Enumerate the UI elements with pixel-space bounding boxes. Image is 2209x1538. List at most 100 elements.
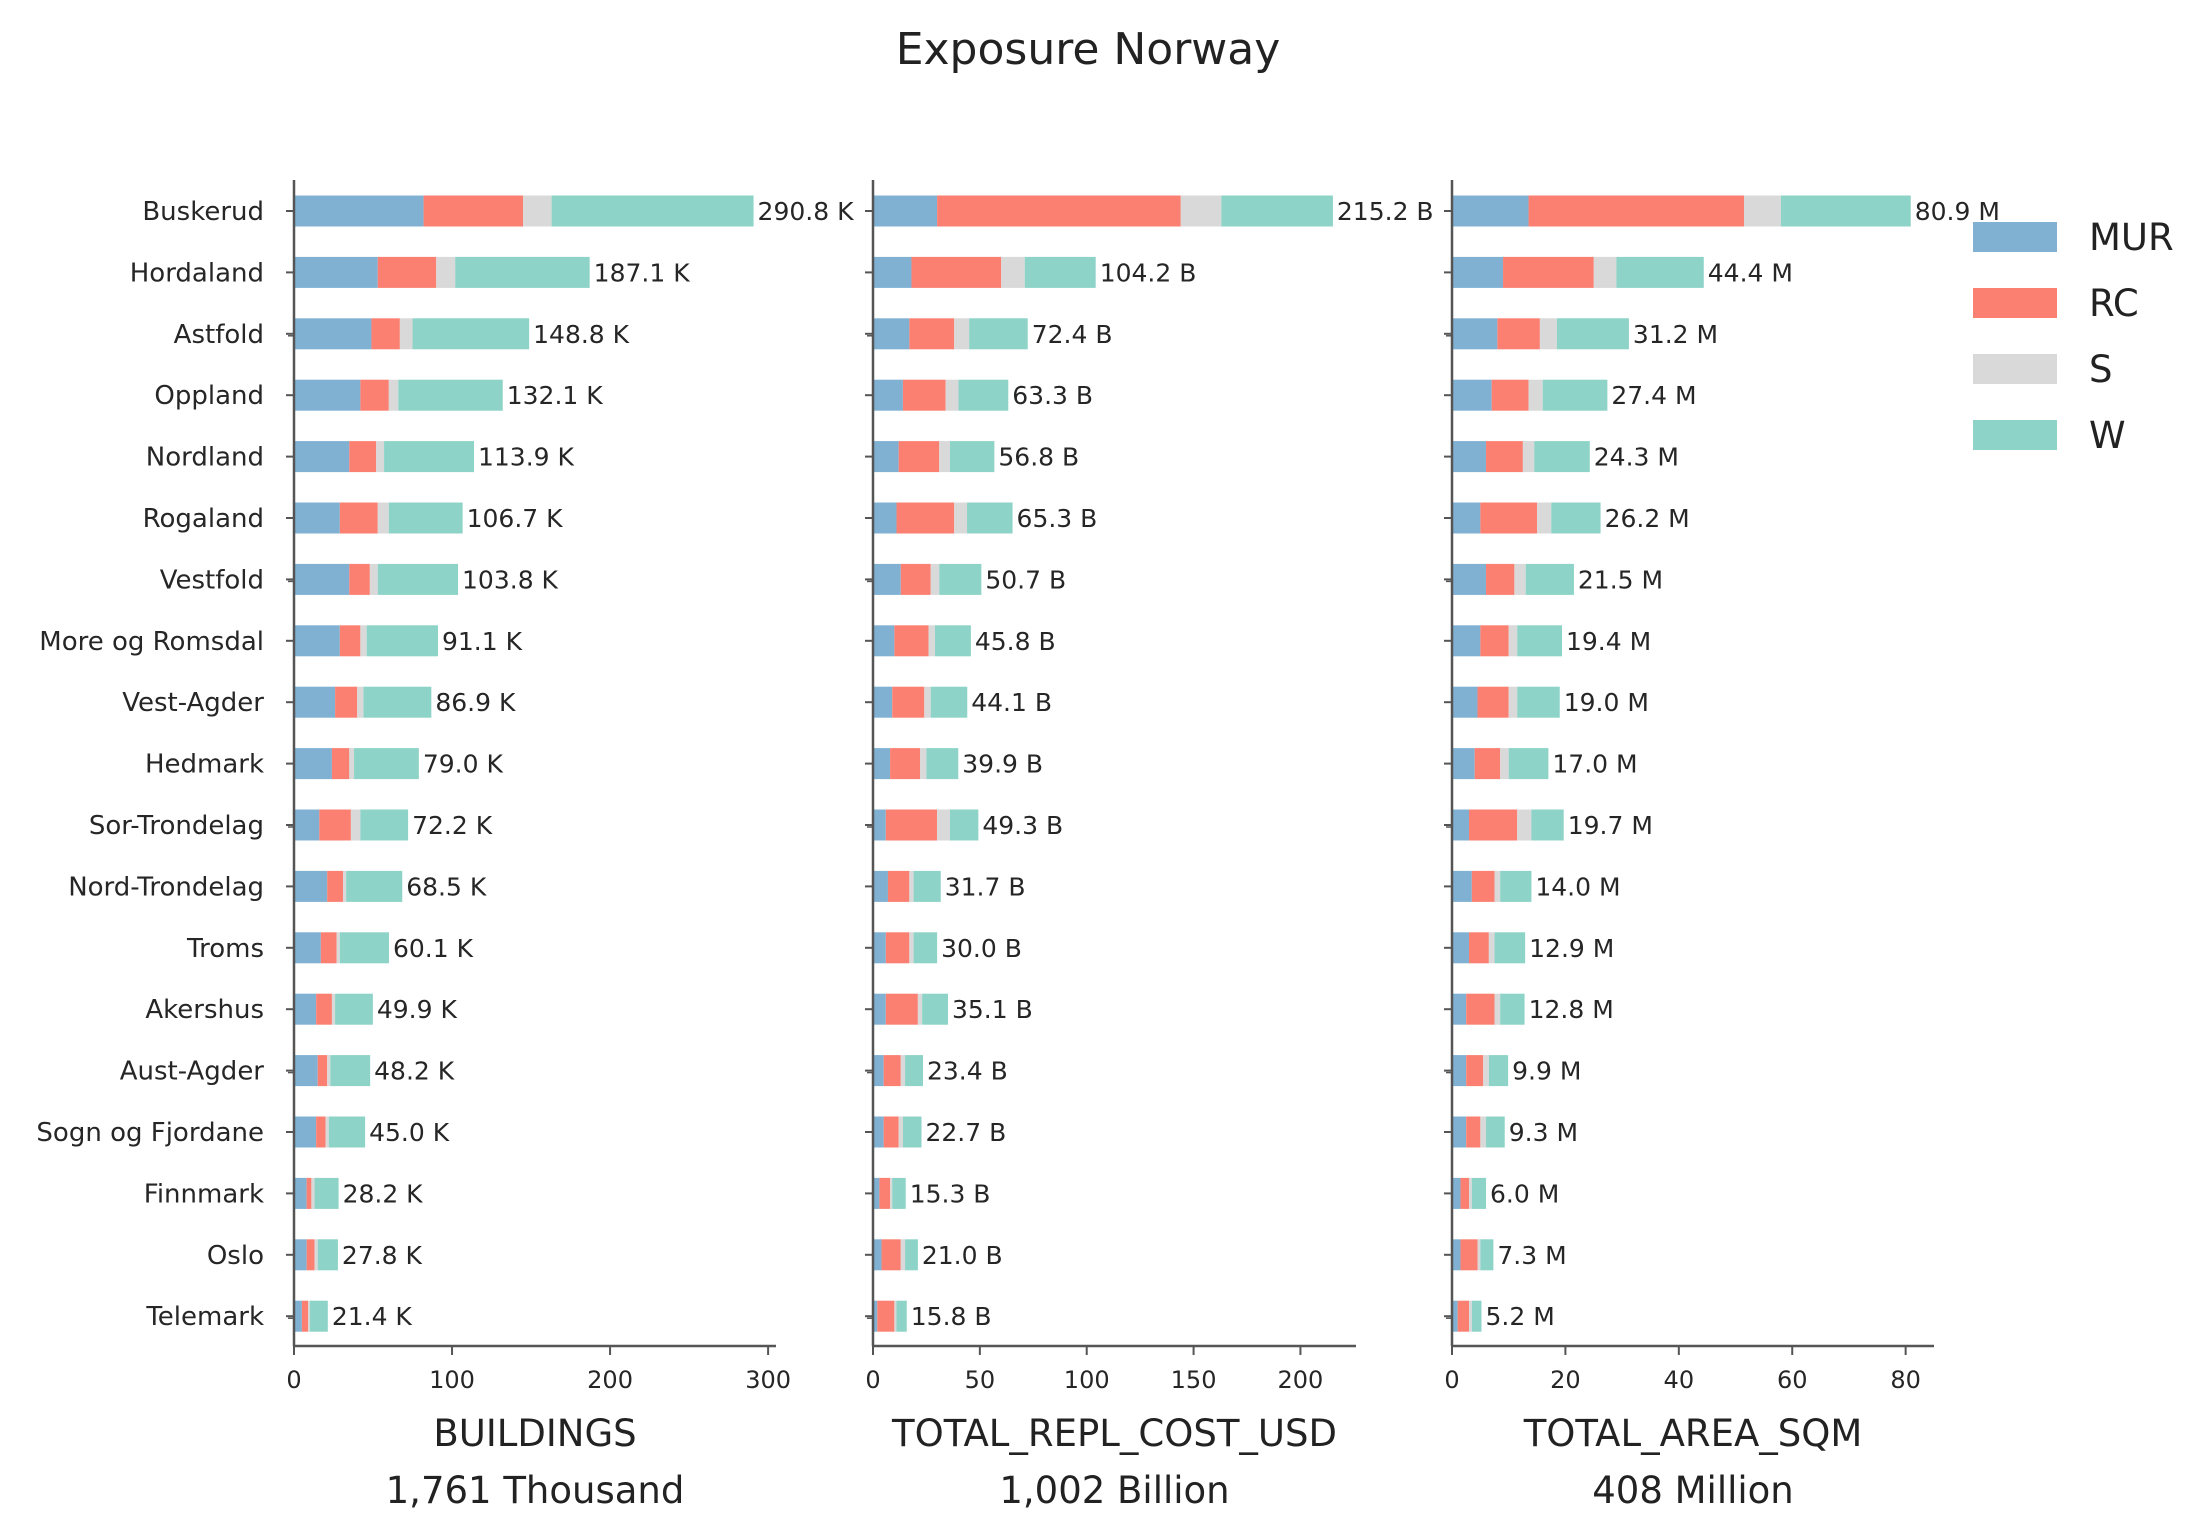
value-label-oslo: 21.0 B xyxy=(922,1241,1003,1270)
bar-oppland-w xyxy=(1542,379,1608,411)
bar-astfold-s xyxy=(1539,318,1557,350)
bar-sor-trondelag-w xyxy=(360,809,409,841)
bar-hedmark-s xyxy=(349,748,355,780)
value-label-sor-trondelag: 49.3 B xyxy=(982,811,1063,840)
bar-sor-trondelag-rc xyxy=(885,809,938,841)
bar-oslo-rc xyxy=(881,1239,901,1271)
bar-telemark-w xyxy=(309,1300,328,1332)
bar-hedmark-mur xyxy=(294,748,332,780)
value-label-sogn-og-fjordane: 9.3 M xyxy=(1509,1118,1578,1147)
bar-troms-rc xyxy=(1469,932,1489,964)
bar-astfold-rc xyxy=(371,318,400,350)
bar-oslo-w xyxy=(905,1239,918,1271)
bar-rogaland-s xyxy=(1537,502,1552,534)
bar-hordaland-mur xyxy=(873,256,912,288)
bar-finnmark-s xyxy=(1469,1177,1472,1209)
value-label-finnmark: 28.2 K xyxy=(343,1179,424,1208)
bar-sor-trondelag-rc xyxy=(319,809,351,841)
value-label-more-og-romsdal: 45.8 B xyxy=(975,627,1056,656)
bar-sogn-og-fjordane-rc xyxy=(883,1116,899,1148)
category-label-oslo: Oslo xyxy=(207,1241,264,1271)
value-label-nord-trondelag: 14.0 M xyxy=(1535,872,1620,901)
bar-oslo-w xyxy=(1480,1239,1494,1271)
bar-hedmark-mur xyxy=(873,748,891,780)
bar-hordaland-rc xyxy=(911,256,1002,288)
bar-more-og-romsdal-w xyxy=(1517,625,1563,657)
bar-buskerud-s xyxy=(1744,195,1781,227)
bar-buskerud-s xyxy=(1180,195,1222,227)
bar-aust-agder-mur xyxy=(873,1055,884,1087)
value-label-astfold: 148.8 K xyxy=(533,320,630,349)
bar-aust-agder-s xyxy=(900,1055,906,1087)
bar-hedmark-rc xyxy=(1474,748,1501,780)
value-label-more-og-romsdal: 91.1 K xyxy=(442,627,523,656)
bar-astfold-w xyxy=(969,318,1028,350)
bar-sogn-og-fjordane-w xyxy=(902,1116,922,1148)
bar-oppland-s xyxy=(1528,379,1543,411)
bar-vest-agder-rc xyxy=(892,686,925,718)
bar-aust-agder-mur xyxy=(1452,1055,1467,1087)
bar-rogaland-w xyxy=(388,502,463,534)
bar-nord-trondelag-mur xyxy=(873,870,888,902)
bar-telemark-s xyxy=(894,1300,897,1332)
category-label-buskerud: Buskerud xyxy=(142,197,264,227)
bar-sor-trondelag-mur xyxy=(1452,809,1470,841)
value-label-aust-agder: 23.4 B xyxy=(927,1057,1008,1086)
bar-vestfold-mur xyxy=(1452,563,1487,595)
bar-rogaland-rc xyxy=(1480,502,1538,534)
bar-akershus-mur xyxy=(1452,993,1467,1025)
value-label-vest-agder: 44.1 B xyxy=(971,688,1052,717)
bar-aust-agder-w xyxy=(905,1055,924,1087)
value-label-hedmark: 17.0 M xyxy=(1552,750,1637,779)
x-tick-label: 40 xyxy=(1664,1366,1695,1394)
value-label-troms: 60.1 K xyxy=(393,934,474,963)
category-label-astfold: Astfold xyxy=(174,320,264,350)
bar-troms-w xyxy=(339,932,389,964)
bar-aust-agder-w xyxy=(330,1055,371,1087)
bar-oppland-w xyxy=(958,379,1009,411)
bar-nord-trondelag-w xyxy=(346,870,403,902)
bar-oslo-mur xyxy=(294,1239,307,1271)
bar-more-og-romsdal-rc xyxy=(339,625,361,657)
bar-buskerud-rc xyxy=(937,195,1181,227)
legend-swatch-rc xyxy=(1973,288,2057,318)
bar-nord-trondelag-s xyxy=(909,870,914,902)
bar-telemark-rc xyxy=(301,1300,309,1332)
bar-nordland-mur xyxy=(294,441,350,473)
bar-more-og-romsdal-mur xyxy=(873,625,895,657)
bar-more-og-romsdal-rc xyxy=(1480,625,1509,657)
bar-nordland-s xyxy=(939,441,950,473)
bar-astfold-w xyxy=(412,318,530,350)
bar-sogn-og-fjordane-s xyxy=(325,1116,329,1148)
bar-nord-trondelag-w xyxy=(913,870,941,902)
bar-sor-trondelag-mur xyxy=(294,809,320,841)
category-label-hordaland: Hordaland xyxy=(130,258,264,288)
category-label-aust-agder: Aust-Agder xyxy=(120,1057,265,1087)
value-label-rogaland: 26.2 M xyxy=(1605,504,1690,533)
bar-sogn-og-fjordane-rc xyxy=(316,1116,326,1148)
bar-troms-rc xyxy=(320,932,337,964)
bar-astfold-s xyxy=(399,318,413,350)
bar-sor-trondelag-w xyxy=(1531,809,1564,841)
bar-vestfold-s xyxy=(369,563,378,595)
bar-rogaland-rc xyxy=(896,502,955,534)
bar-hedmark-w xyxy=(1508,748,1549,780)
bar-more-og-romsdal-mur xyxy=(294,625,340,657)
value-label-vestfold: 50.7 B xyxy=(985,565,1066,594)
legend-label-w: W xyxy=(2089,414,2126,457)
bar-troms-mur xyxy=(294,932,321,964)
bar-buskerud-w xyxy=(1221,195,1333,227)
bar-sogn-og-fjordane-mur xyxy=(873,1116,884,1148)
value-label-rogaland: 65.3 B xyxy=(1017,504,1098,533)
bar-troms-mur xyxy=(1452,932,1470,964)
value-label-akershus: 35.1 B xyxy=(952,995,1033,1024)
bar-hedmark-mur xyxy=(1452,748,1475,780)
bar-vestfold-w xyxy=(377,563,459,595)
bar-more-og-romsdal-s xyxy=(928,625,935,657)
category-label-finnmark: Finnmark xyxy=(144,1179,264,1209)
bar-troms-s xyxy=(1488,932,1495,964)
value-label-sogn-og-fjordane: 45.0 K xyxy=(369,1118,450,1147)
bar-finnmark-rc xyxy=(879,1177,891,1209)
value-label-hordaland: 104.2 B xyxy=(1100,258,1197,287)
